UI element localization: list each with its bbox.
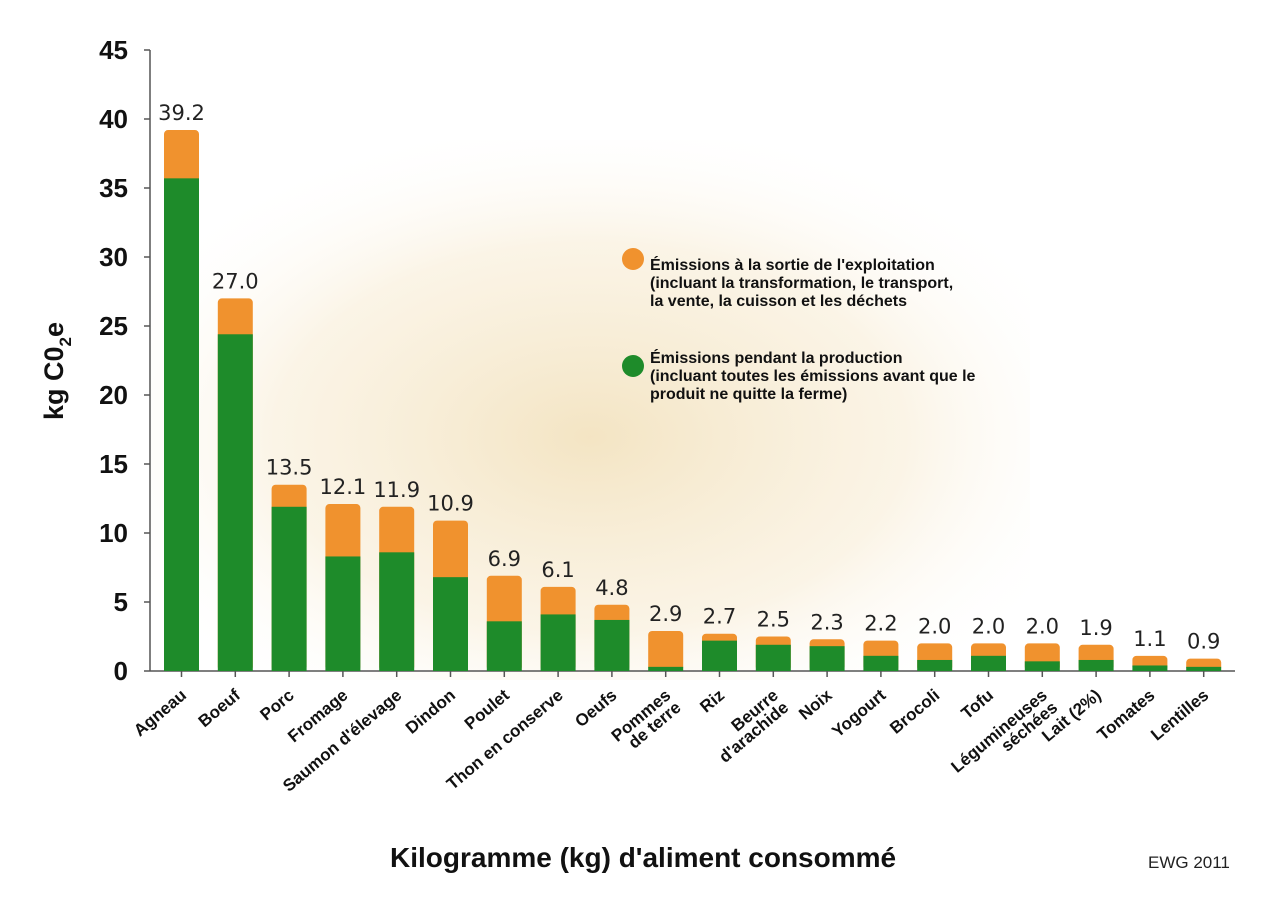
bar-production-6: [486, 621, 522, 671]
source-credit: EWG 2011: [1148, 853, 1230, 872]
y-tick-label: 10: [99, 518, 128, 548]
bar-production-12: [809, 646, 845, 671]
x-tick-label-line: Noix: [795, 685, 836, 724]
x-tick-label-line: Oeufs: [571, 686, 620, 732]
x-tick-label-line: Boeuf: [195, 685, 244, 731]
bar-production-13: [863, 655, 899, 671]
y-tick-label: 0: [114, 656, 128, 686]
x-tick-label-8: Oeufs: [571, 686, 620, 732]
bar-production-19: [1186, 666, 1222, 671]
x-tick-label-line: Brocoli: [886, 686, 943, 738]
y-axis-title-main: kg C0: [39, 346, 69, 420]
total-label-10: 2.7: [703, 605, 736, 629]
x-tick-label-12: Noix: [795, 685, 836, 724]
bar-production-4: [379, 552, 415, 671]
bar-production-18: [1132, 665, 1168, 671]
bar-offfarm-9: [648, 630, 684, 671]
x-tick-label-line: Tomates: [1094, 686, 1159, 745]
total-label-3: 12.1: [320, 475, 367, 499]
bar-production-11: [755, 644, 791, 671]
x-tick-label-1: Boeuf: [195, 685, 244, 731]
x-tick-label-line: Yogourt: [828, 685, 889, 741]
y-tick-label: 45: [99, 35, 128, 65]
total-label-5: 10.9: [427, 492, 474, 516]
total-label-9: 2.9: [649, 602, 682, 626]
x-tick-label-line: Agneau: [130, 686, 190, 741]
y-axis-label: kg C02e: [39, 322, 75, 420]
bar-production-9: [648, 666, 684, 671]
total-label-13: 2.2: [864, 612, 897, 636]
x-tick-label-18: Tomates: [1094, 686, 1159, 745]
y-tick-label: 15: [99, 449, 128, 479]
total-label-4: 11.9: [373, 478, 420, 502]
bar-production-7: [540, 614, 576, 671]
bar-production-10: [702, 640, 737, 671]
y-tick-label: 30: [99, 242, 128, 272]
legend-label-production: Émissions pendant la production (incluan…: [650, 350, 976, 403]
x-tick-label-line: Lentilles: [1147, 686, 1212, 745]
bar-production-3: [325, 556, 361, 671]
y-tick-label: 40: [99, 104, 128, 134]
total-label-14: 2.0: [918, 614, 951, 638]
legend-label-offfarm: Émissions à la sortie de l'exploitation …: [650, 257, 954, 310]
y-tick-label: 20: [99, 380, 128, 410]
bar-production-16: [1024, 661, 1060, 671]
x-tick-label-13: Yogourt: [828, 685, 889, 741]
y-tick-label: 25: [99, 311, 128, 341]
total-label-11: 2.5: [757, 608, 790, 632]
x-tick-label-19: Lentilles: [1147, 686, 1212, 745]
value-labels: 39.2 27.0 13.5 12.1 11.9 10.9 6.9 6.1 4.8 2.9 2.7 2…: [158, 101, 1220, 654]
total-label-6: 6.9: [488, 547, 521, 571]
y-axis-title: kg C02e: [39, 322, 75, 420]
axes: 0 5 10 15 20 25 30 35 40 45: [99, 35, 1235, 686]
x-tick-label-9: Pommesde terre: [608, 686, 685, 758]
bar-production-2: [271, 506, 307, 671]
legend-swatch-production: [622, 355, 644, 377]
total-label-19: 0.9: [1187, 630, 1220, 654]
x-tick-label-line: Porc: [257, 686, 298, 725]
bar-production-8: [594, 619, 630, 671]
bar-production-17: [1078, 659, 1114, 671]
y-tick-label: 35: [99, 173, 128, 203]
y-tick-label: 5: [114, 587, 128, 617]
total-label-15: 2.0: [972, 614, 1005, 638]
x-tick-label-line: Riz: [696, 686, 728, 717]
total-label-18: 1.1: [1133, 627, 1166, 651]
legend-swatch-offfarm: [622, 248, 644, 270]
total-label-17: 1.9: [1079, 616, 1112, 640]
total-label-1: 27.0: [212, 269, 259, 293]
x-tick-label-line: Dindon: [402, 686, 459, 738]
total-label-7: 6.1: [541, 558, 574, 582]
x-tick-label-15: Tofu: [958, 686, 997, 723]
total-label-0: 39.2: [158, 101, 205, 125]
y-axis-title-tail: e: [39, 322, 69, 337]
bar-production-15: [971, 655, 1006, 671]
bar-production-5: [433, 577, 468, 671]
total-label-8: 4.8: [595, 576, 628, 600]
x-tick-label-10: Riz: [696, 686, 728, 717]
y-axis-title-subscript: 2: [56, 337, 75, 346]
bar-production-0: [164, 178, 199, 671]
bar-production-14: [917, 659, 953, 671]
x-tick-label-0: Agneau: [130, 686, 190, 741]
x-tick-label-2: Porc: [257, 686, 298, 725]
bar-production-1: [217, 334, 253, 671]
x-tick-label-line: Tofu: [958, 686, 997, 723]
x-tick-label-5: Dindon: [402, 686, 459, 738]
total-label-12: 2.3: [810, 610, 843, 634]
x-axis-title: Kilogramme (kg) d'aliment consommé: [390, 842, 897, 873]
total-label-16: 2.0: [1026, 614, 1059, 638]
x-tick-label-14: Brocoli: [886, 686, 943, 738]
total-label-2: 13.5: [266, 456, 313, 480]
bars: [164, 130, 1222, 672]
